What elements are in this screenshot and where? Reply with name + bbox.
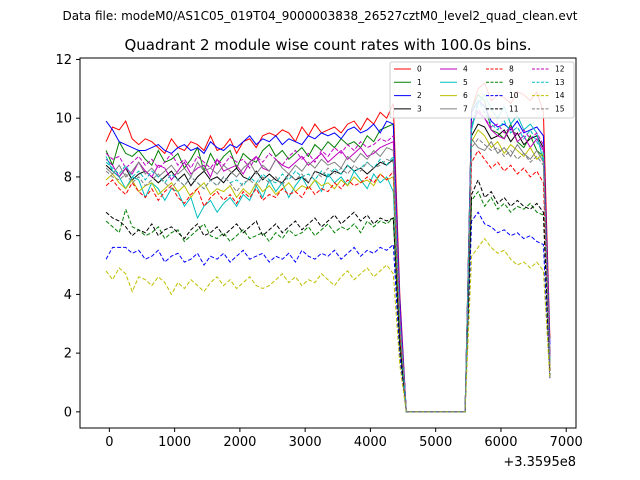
- legend-label-8: 8: [509, 65, 514, 74]
- series-line-8: [105, 149, 551, 413]
- x-tick-label: 1000: [158, 435, 191, 450]
- legend-label-10: 10: [509, 91, 519, 100]
- series-line-9: [105, 190, 551, 413]
- series-line-7: [105, 137, 551, 413]
- legend-label-3: 3: [417, 104, 422, 113]
- x-tick-label: 0: [105, 435, 113, 450]
- series-line-15: [105, 138, 551, 413]
- series-line-6: [105, 129, 551, 413]
- legend-label-13: 13: [555, 78, 565, 87]
- series-line-14: [105, 237, 551, 413]
- legend-label-1: 1: [417, 78, 422, 87]
- x-tick-label: 4000: [354, 435, 387, 450]
- x-tick-label: 6000: [484, 435, 517, 450]
- y-tick-label: 8: [64, 170, 72, 185]
- y-tick-label: 2: [64, 347, 72, 362]
- plot-area-background: [80, 58, 576, 428]
- series-lines: [105, 82, 551, 413]
- y-tick-label: 10: [55, 112, 72, 127]
- legend-label-5: 5: [463, 78, 468, 87]
- legend-label-11: 11: [509, 104, 519, 113]
- legend-label-4: 4: [463, 65, 468, 74]
- legend-label-14: 14: [555, 91, 565, 100]
- series-line-10: [105, 211, 551, 413]
- y-tick-label: 6: [64, 229, 72, 244]
- plot-frame: [79, 57, 577, 429]
- legend-label-9: 9: [509, 78, 514, 87]
- series-line-11: [105, 178, 551, 413]
- legend-label-6: 6: [463, 91, 468, 100]
- legend-label-15: 15: [555, 104, 565, 113]
- legend-label-2: 2: [417, 91, 422, 100]
- x-tick-label: 5000: [419, 435, 452, 450]
- x-tick-label: 2000: [223, 435, 256, 450]
- legend-label-0: 0: [417, 65, 422, 74]
- x-tick-label: 7000: [550, 435, 583, 450]
- chart-suptitle: Data file: modeM0/AS1C05_019T04_90000038…: [62, 9, 577, 23]
- legend-label-7: 7: [463, 104, 468, 113]
- legend-label-12: 12: [555, 65, 565, 74]
- chart-title: Quadrant 2 module wise count rates with …: [124, 36, 531, 54]
- x-offset-label: +3.3595e8: [503, 455, 576, 470]
- x-tick-label: 3000: [289, 435, 322, 450]
- legend-box: [389, 61, 575, 119]
- y-tick-label: 12: [55, 53, 72, 68]
- y-tick-label: 0: [64, 405, 72, 420]
- y-tick-label: 4: [64, 288, 72, 303]
